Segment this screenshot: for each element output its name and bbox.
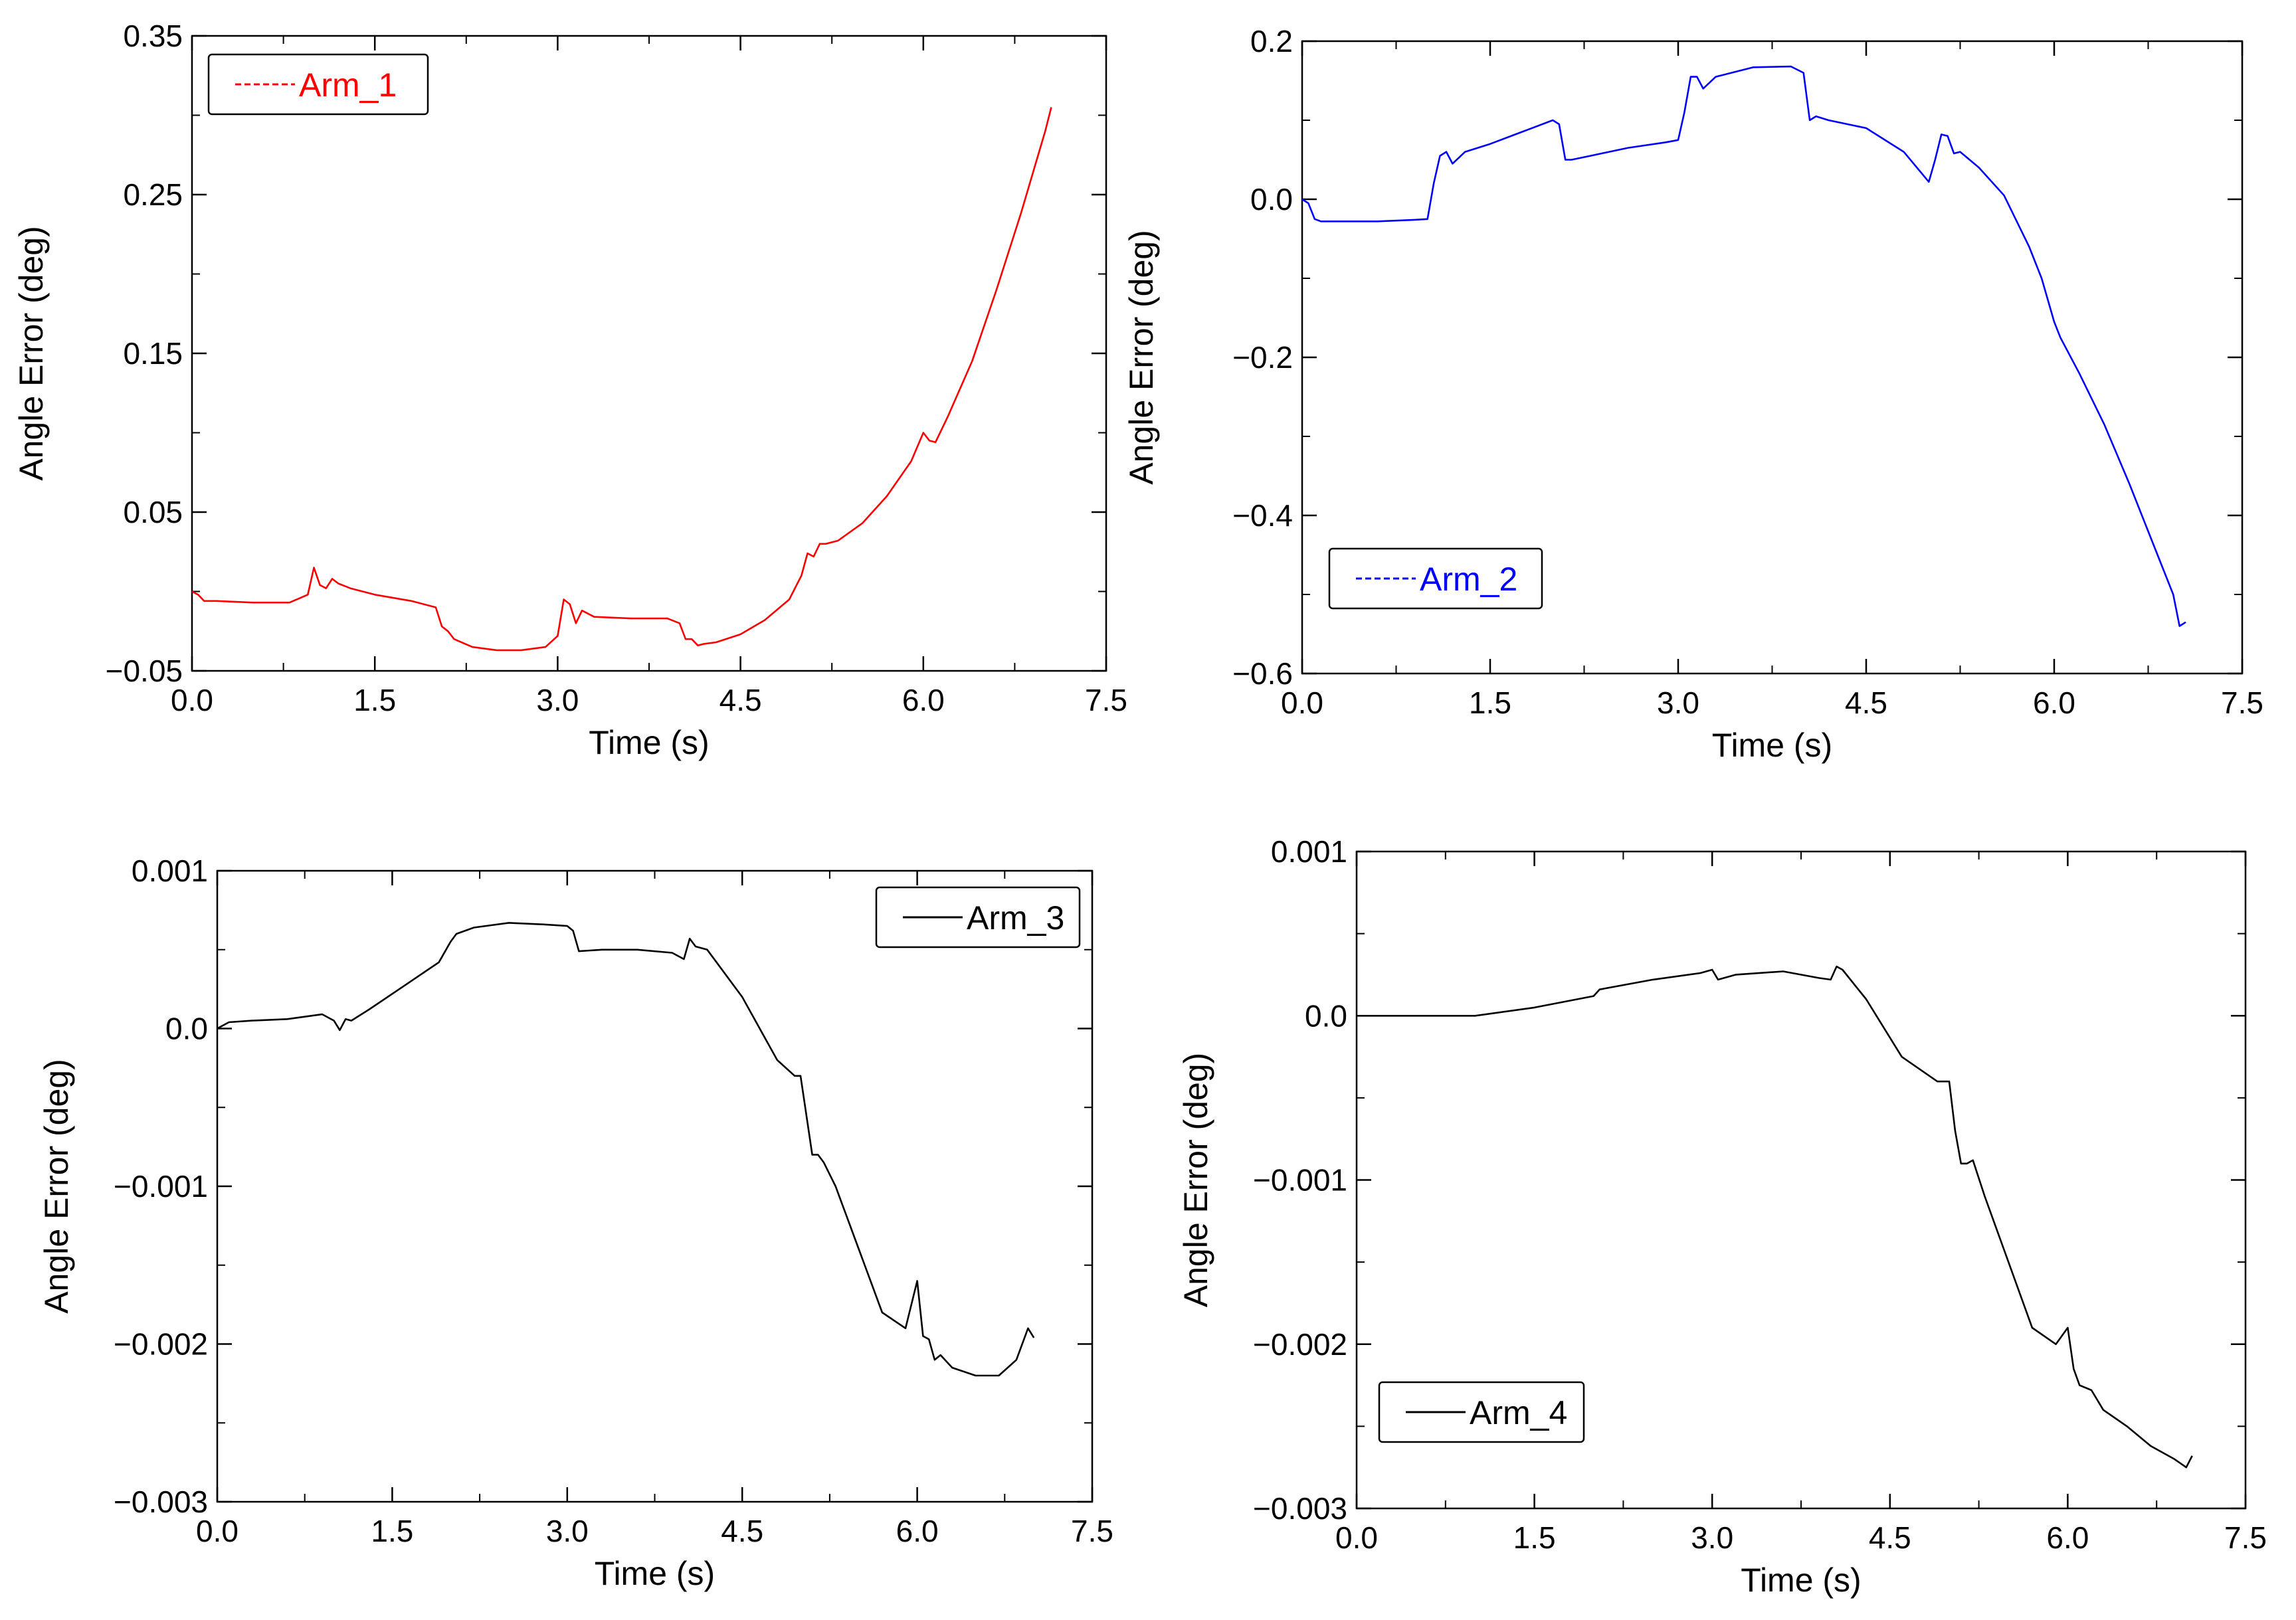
x-tick-label: 3.0 <box>546 1514 589 1548</box>
y-tick-label: 0.001 <box>1271 834 1347 869</box>
y-tick-label: 0.0 <box>165 1012 208 1046</box>
legend: Arm_4 <box>1378 1381 1585 1443</box>
x-tick-label: 1.5 <box>353 683 396 717</box>
y-tick-label: 0.15 <box>123 336 183 371</box>
x-axis-title: Time (s) <box>1712 727 1832 764</box>
x-tick-label: 4.5 <box>721 1514 763 1548</box>
x-tick-label: 0.0 <box>1335 1520 1378 1555</box>
y-tick-label: 0.0 <box>1305 998 1347 1033</box>
legend-label: Arm_3 <box>967 899 1064 937</box>
y-axis-title: Angle Error (deg) <box>13 226 50 481</box>
x-tick-label: 1.5 <box>371 1514 413 1548</box>
y-tick-label: −0.002 <box>114 1327 208 1362</box>
x-tick-label: 3.0 <box>1657 685 1699 720</box>
legend-box <box>207 53 429 116</box>
chart-arm-3: 0.0 1.5 3.0 4.5 6.0 7.5−0.003−0.002−0.0010.00… <box>38 854 1113 1592</box>
series-line-arm-2 <box>1301 65 2186 627</box>
x-axis-title: Time (s) <box>589 724 709 761</box>
series-line-arm-1 <box>191 107 1052 652</box>
y-tick-label: 0.001 <box>132 854 208 888</box>
legend-label: Arm_1 <box>299 66 397 104</box>
plot-frame <box>216 869 1094 1503</box>
y-tick-label: 0.05 <box>123 495 183 529</box>
y-tick-label: −0.003 <box>114 1485 208 1519</box>
legend: Arm_3 <box>875 886 1081 948</box>
legend: Arm_2 <box>1328 547 1543 610</box>
chart-arm-1: 0.0 1.5 3.0 4.5 6.0 7.5 −0.05 0.05 0.15 0.25 0.35 T… <box>13 19 1127 761</box>
x-tick-label: 7.5 <box>2221 685 2263 720</box>
x-tick-label: 1.5 <box>1469 685 1511 720</box>
x-axis-title: Time (s) <box>595 1555 715 1592</box>
x-tick-label: 4.5 <box>1845 685 1887 720</box>
x-tick-label: 6.0 <box>896 1514 939 1548</box>
x-axis-title: Time (s) <box>1741 1562 1861 1599</box>
y-tick-label: 0.35 <box>123 19 183 53</box>
x-tick-label: 7.5 <box>1071 1514 1113 1548</box>
x-tick-label: 7.5 <box>1085 683 1127 717</box>
y-axis-title: Angle Error (deg) <box>1177 1053 1214 1308</box>
y-tick-label: 0.25 <box>123 177 183 212</box>
x-tick-label: 6.0 <box>2033 685 2075 720</box>
y-tick-label: 0.2 <box>1250 24 1293 58</box>
plot-frame <box>191 35 1107 672</box>
y-tick-label: −0.003 <box>1253 1491 1347 1526</box>
y-axis-title: Angle Error (deg) <box>1123 230 1160 485</box>
legend: Arm_1 <box>207 53 429 116</box>
legend-box <box>1378 1381 1585 1443</box>
x-tick-label: 0.0 <box>171 683 213 717</box>
x-tick-label: 0.0 <box>196 1514 239 1548</box>
series-line-arm-3 <box>217 922 1035 1377</box>
series-line-arm-4 <box>1357 965 2193 1469</box>
x-tick-label: 0.0 <box>1281 685 1323 720</box>
legend-label: Arm_2 <box>1420 561 1517 598</box>
x-tick-label: 7.5 <box>2224 1520 2267 1555</box>
x-tick-label: 6.0 <box>902 683 945 717</box>
y-tick-label: −0.05 <box>106 654 183 688</box>
y-tick-label: −0.2 <box>1232 340 1293 375</box>
y-axis-title: Angle Error (deg) <box>38 1059 75 1314</box>
y-tick-label: −0.001 <box>1253 1163 1347 1198</box>
legend-box <box>1328 547 1543 610</box>
y-tick-label: −0.6 <box>1232 656 1293 691</box>
x-tick-label: 4.5 <box>1869 1520 1911 1555</box>
chart-arm-4: 0.0 1.5 3.0 4.5 6.0 7.5−0.003−0.002−0.0010.00… <box>1177 834 2267 1599</box>
legend-label: Arm_4 <box>1470 1394 1567 1431</box>
x-tick-label: 4.5 <box>719 683 762 717</box>
legend-box <box>875 886 1081 948</box>
x-tick-label: 1.5 <box>1513 1520 1556 1555</box>
x-tick-label: 6.0 <box>2046 1520 2089 1555</box>
x-tick-label: 3.0 <box>536 683 579 717</box>
y-tick-label: −0.4 <box>1232 498 1293 533</box>
y-tick-label: −0.002 <box>1253 1327 1347 1362</box>
chart-arm-2: 0.0 1.5 3.0 4.5 6.0 7.5 −0.6 −0.4 −0.2 0.0 0.2 Time… <box>1123 24 2263 764</box>
y-tick-label: −0.001 <box>114 1169 208 1204</box>
x-tick-label: 3.0 <box>1691 1520 1733 1555</box>
y-tick-label: 0.0 <box>1250 182 1293 217</box>
